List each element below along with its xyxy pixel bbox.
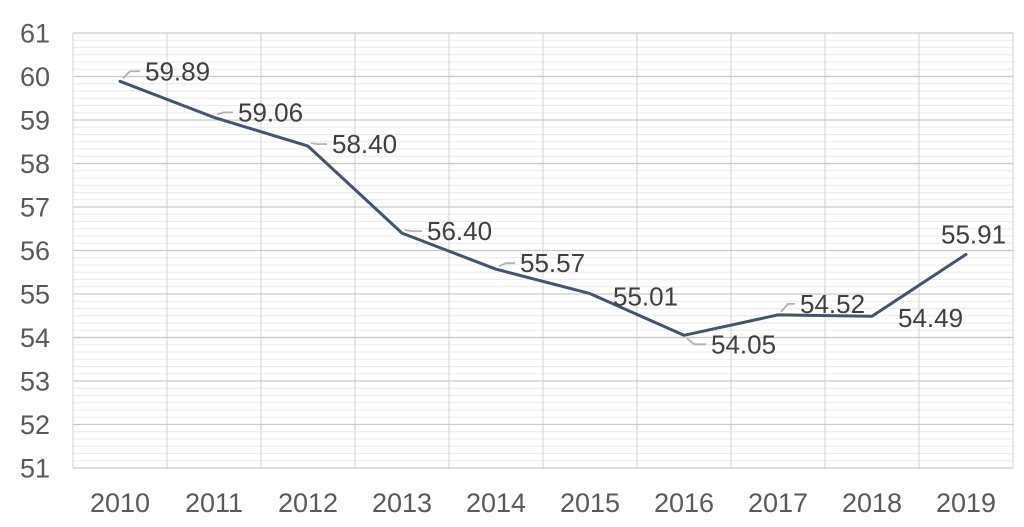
- data-label: 55.57: [520, 248, 585, 278]
- y-axis-tick-label: 60: [20, 62, 50, 92]
- y-axis-tick-label: 54: [20, 323, 50, 353]
- data-label-leader-line: [404, 229, 422, 232]
- data-label-leader-line: [122, 70, 140, 79]
- data-label: 55.91: [941, 219, 1006, 249]
- data-label-leader-line: [498, 262, 515, 268]
- data-label: 58.40: [332, 129, 397, 159]
- data-label: 54.05: [711, 329, 776, 359]
- y-axis-tick-label: 57: [20, 193, 50, 223]
- data-label-leader-line: [780, 302, 795, 313]
- x-axis-tick-label: 2012: [278, 488, 338, 518]
- y-axis-tick-label: 59: [20, 106, 50, 136]
- x-axis-tick-label: 2015: [560, 488, 620, 518]
- x-axis-tick-label: 2010: [90, 488, 150, 518]
- y-axis-tick-label: 53: [20, 367, 50, 397]
- data-label-leader-line: [310, 142, 327, 145]
- y-axis-tick-label: 56: [20, 236, 50, 266]
- x-axis-tick-label: 2016: [654, 488, 714, 518]
- data-label: 55.01: [613, 282, 678, 312]
- data-label-leader-line: [686, 337, 706, 346]
- x-axis-tick-label: 2019: [936, 488, 996, 518]
- x-axis-tick-label: 2013: [372, 488, 432, 518]
- x-axis-tick-label: 2014: [466, 488, 526, 518]
- data-label: 54.52: [800, 289, 865, 319]
- x-axis-tick-label: 2017: [748, 488, 808, 518]
- data-label: 56.40: [427, 216, 492, 246]
- y-axis-tick-label: 61: [20, 19, 50, 49]
- y-axis-tick-label: 51: [20, 454, 50, 484]
- data-label: 59.06: [238, 97, 303, 127]
- data-label-leader-line: [216, 111, 233, 116]
- x-axis-tick-label: 2018: [842, 488, 902, 518]
- data-label: 59.89: [145, 56, 210, 86]
- y-axis-tick-label: 52: [20, 410, 50, 440]
- y-axis-tick-label: 58: [20, 149, 50, 179]
- data-series-line: [118, 79, 968, 337]
- x-axis-tick-label: 2011: [185, 488, 243, 518]
- data-label: 54.49: [898, 303, 963, 333]
- y-axis-tick-label: 55: [20, 280, 50, 310]
